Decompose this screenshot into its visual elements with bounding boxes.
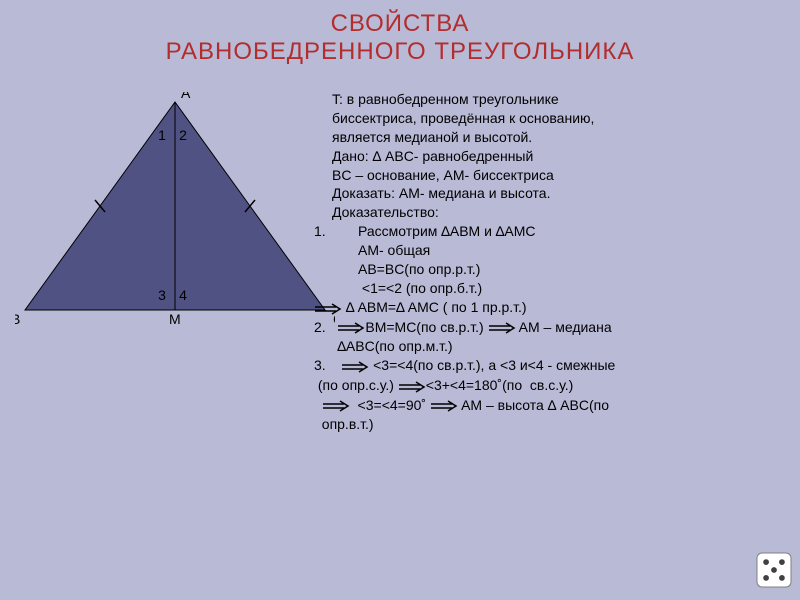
svg-text:M: M [169, 311, 181, 327]
proof-line: AM- общая [358, 241, 615, 260]
slide-stage: СВОЙСТВА РАВНОБЕДРЕННОГО ТРЕУГОЛЬНИКА AB… [0, 0, 800, 600]
implies-arrow-icon [322, 396, 350, 415]
svg-text:1: 1 [158, 127, 166, 143]
dice-icon [756, 552, 792, 588]
proof-line: 3. <3=<4(по св.р.т.), а <3 и<4 - смежные [314, 356, 615, 376]
proof-line: <1=<2 (по опр.б.т.) [358, 279, 615, 298]
implies-arrow-icon [430, 396, 458, 415]
svg-text:A: A [181, 92, 191, 101]
svg-text:4: 4 [179, 287, 187, 303]
proof-line: 2. BM=MC(по св.р.т.) AM – медиана [314, 318, 615, 338]
slide-title: СВОЙСТВА РАВНОБЕДРЕННОГО ТРЕУГОЛЬНИКА [0, 10, 800, 66]
enum-number: 1. [314, 222, 326, 241]
proof-line: Доказать: AM- медиана и высота. [332, 184, 615, 203]
implies-arrow-icon [341, 357, 369, 376]
proof-line: ∆ABC(по опр.м.т.) [314, 337, 615, 356]
proof-line: BC – основание, AM- биссектриса [332, 166, 615, 185]
proof-line: является медианой и высотой. [332, 128, 615, 147]
implies-arrow-icon [488, 318, 516, 337]
proof-line: Дано: ∆ ABC- равнобедренный [332, 147, 615, 166]
proof-line: (по опр.с.у.) <3+<4=180˚(по св.с.у.) [314, 376, 615, 396]
title-line-2: РАВНОБЕДРЕННОГО ТРЕУГОЛЬНИКА [0, 38, 800, 66]
title-line-1: СВОЙСТВА [0, 10, 800, 38]
proof-line: Рассмотрим ∆ABM и ∆AMC [358, 222, 615, 241]
proof-line: T: в равнобедренном треугольнике [332, 90, 615, 109]
theorem-text: T: в равнобедренном треугольникебиссектр… [332, 90, 615, 434]
proof-line: Доказательство: [332, 203, 615, 222]
implies-arrow-icon [314, 299, 342, 318]
svg-text:3: 3 [158, 287, 166, 303]
triangle-diagram: ABCM1234 [15, 92, 335, 332]
svg-text:B: B [15, 311, 20, 327]
proof-line: биссектриса, проведённая к основанию, [332, 109, 615, 128]
proof-line: <3=<4=90˚ AM – высота ∆ ABC(по [314, 396, 615, 416]
implies-arrow-icon [398, 377, 426, 396]
implies-arrow-icon [337, 318, 365, 337]
proof-line: ∆ ABM=∆ AMC ( по 1 пр.р.т.) [314, 298, 615, 318]
proof-line: AB=BC(по опр.р.т.) [358, 260, 615, 279]
proof-line: опр.в.т.) [314, 415, 615, 434]
svg-text:2: 2 [179, 127, 187, 143]
